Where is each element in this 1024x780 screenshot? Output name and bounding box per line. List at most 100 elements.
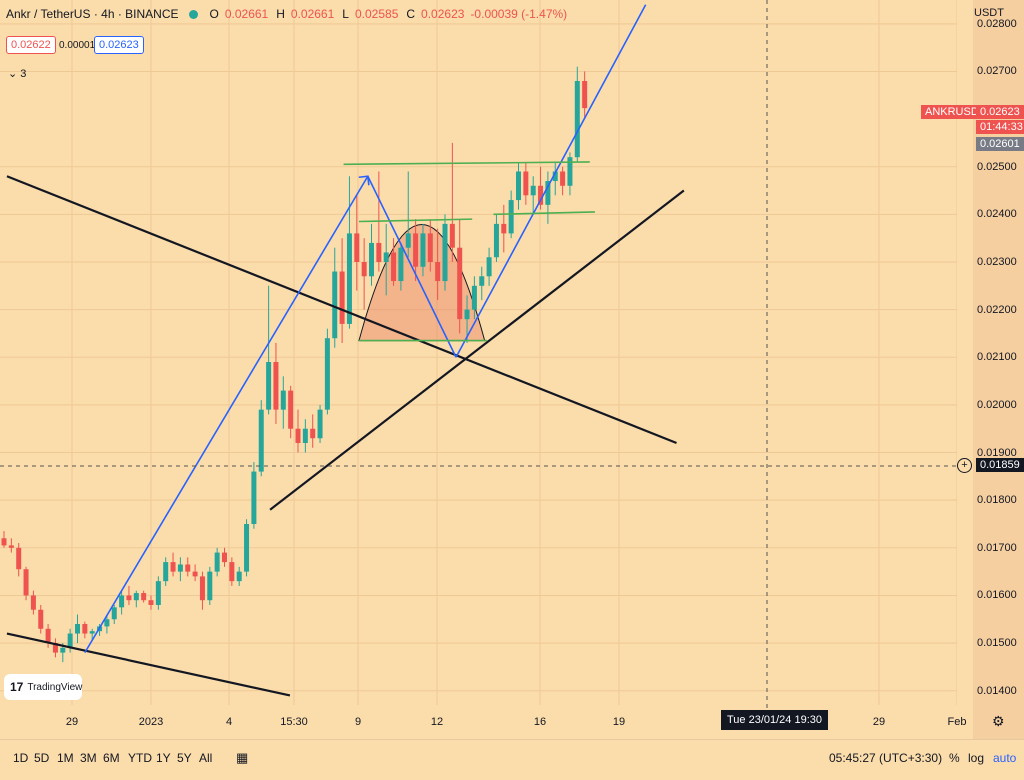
candle-body — [457, 247, 463, 320]
candle-body — [170, 562, 176, 572]
candle-body — [244, 523, 250, 572]
timeframe-button[interactable]: 6M — [103, 751, 120, 765]
candle-body — [273, 362, 279, 410]
time-tick-label: 16 — [533, 716, 547, 728]
candle-body — [369, 242, 374, 277]
timeframe-button[interactable]: 5Y — [177, 751, 192, 765]
candle-body — [266, 362, 272, 410]
buy-price-button[interactable]: 0.02623 — [94, 36, 144, 54]
candle-body — [126, 595, 132, 601]
date-range-icon[interactable]: ▦ — [236, 750, 249, 765]
candles — [1, 66, 588, 663]
candle-body — [38, 609, 44, 629]
candle-body — [545, 181, 551, 205]
candle-body — [288, 390, 294, 429]
price-tick-label: 0.01600 — [977, 589, 1017, 602]
candle-body — [427, 233, 433, 262]
time-tick-label: 29 — [65, 716, 79, 728]
timeframe-button[interactable]: YTD — [128, 751, 152, 765]
candle-body — [258, 409, 264, 472]
candle-body — [464, 309, 470, 320]
candle-body — [405, 233, 411, 248]
candle-body — [155, 581, 161, 605]
candle-body — [339, 271, 345, 324]
candle-body — [508, 200, 514, 234]
candle-body — [52, 643, 58, 653]
previous-close-tag: 0.02601 — [976, 137, 1024, 151]
candle-body — [376, 242, 382, 262]
candle-body — [192, 571, 198, 577]
timeframe-button[interactable]: 5D — [34, 751, 50, 765]
indicators-toggle[interactable]: ⌄ 3 — [8, 67, 26, 80]
symbol-title[interactable]: Ankr / TetherUS · 4h · BINANCE — [6, 7, 179, 21]
price-tick-label: 0.01900 — [977, 446, 1017, 459]
trend-line — [367, 175, 457, 358]
timeframe-button[interactable]: 1D — [13, 751, 29, 765]
timeframe-button[interactable]: 3M — [80, 751, 97, 765]
candle-body — [310, 428, 316, 439]
last-price-tag: 0.02623 — [976, 105, 1024, 119]
low-value: 0.02585 — [354, 7, 399, 21]
candle-body — [538, 185, 544, 205]
percent-toggle[interactable]: % — [949, 751, 960, 765]
time-tick-label: Feb — [947, 716, 967, 728]
candle-body — [141, 593, 147, 601]
indicator-count: 3 — [20, 68, 27, 80]
candle-body — [420, 233, 426, 267]
tv-logo-icon: 17 — [10, 680, 24, 694]
price-chart[interactable] — [0, 0, 1024, 740]
open-label: O — [209, 7, 219, 21]
candle-body — [199, 576, 205, 601]
price-tick-label: 0.01500 — [977, 637, 1017, 650]
candle-body — [214, 552, 220, 572]
candle-body — [67, 633, 73, 648]
candle-body — [391, 252, 397, 282]
tradingview-logo[interactable]: 17 TradingView — [4, 674, 82, 700]
clock[interactable]: 05:45:27 (UTC+3:30) — [829, 751, 943, 765]
candle-body — [89, 631, 95, 634]
auto-toggle[interactable]: auto — [993, 751, 1017, 765]
timeframe-button[interactable]: 1Y — [156, 751, 171, 765]
candle-body — [449, 223, 455, 248]
gear-icon[interactable]: ⚙ — [992, 713, 1005, 729]
candle-body — [582, 80, 588, 109]
price-tick-label: 0.02400 — [977, 208, 1017, 221]
timeframe-button[interactable]: All — [199, 751, 213, 765]
candle-body — [317, 409, 323, 439]
crosshair-time-tag: Tue 23/01/24 19:30 — [721, 710, 829, 730]
high-label: H — [276, 7, 285, 21]
candle-body — [479, 276, 485, 286]
candle-body — [16, 547, 22, 570]
candle-body — [413, 233, 419, 267]
currency-label[interactable]: USDT — [974, 7, 1004, 19]
price-tick-label: 0.02700 — [977, 65, 1017, 78]
logo-text: TradingView — [27, 681, 83, 693]
candle-body — [111, 607, 117, 620]
candle-body — [560, 171, 566, 186]
log-toggle[interactable]: log — [968, 751, 985, 765]
candle-body — [148, 600, 154, 605]
candle-body — [75, 624, 80, 634]
candle-body — [361, 261, 367, 277]
candle-body — [442, 223, 448, 282]
candle-body — [530, 185, 536, 196]
timeframe-button[interactable]: 1M — [57, 751, 74, 765]
trend-line — [493, 211, 595, 216]
candle-body — [82, 624, 88, 634]
trend-line — [343, 161, 590, 166]
bottom-toolbar — [0, 739, 1024, 780]
plus-icon[interactable]: + — [957, 458, 972, 473]
time-tick-label: 19 — [612, 716, 626, 728]
price-tick-label: 0.02100 — [977, 351, 1017, 364]
sell-price-button[interactable]: 0.02622 — [6, 36, 56, 54]
price-scale-gap — [957, 0, 973, 705]
candle-body — [574, 80, 580, 158]
symbol-price-tag: ANKRUSDT — [921, 105, 990, 119]
candle-body — [222, 552, 227, 563]
candle-body — [523, 171, 529, 196]
market-status-dot — [188, 9, 198, 19]
time-tick-label: 12 — [430, 716, 444, 728]
candle-body — [229, 562, 235, 582]
candle-body — [516, 171, 521, 201]
drawings — [6, 4, 685, 697]
